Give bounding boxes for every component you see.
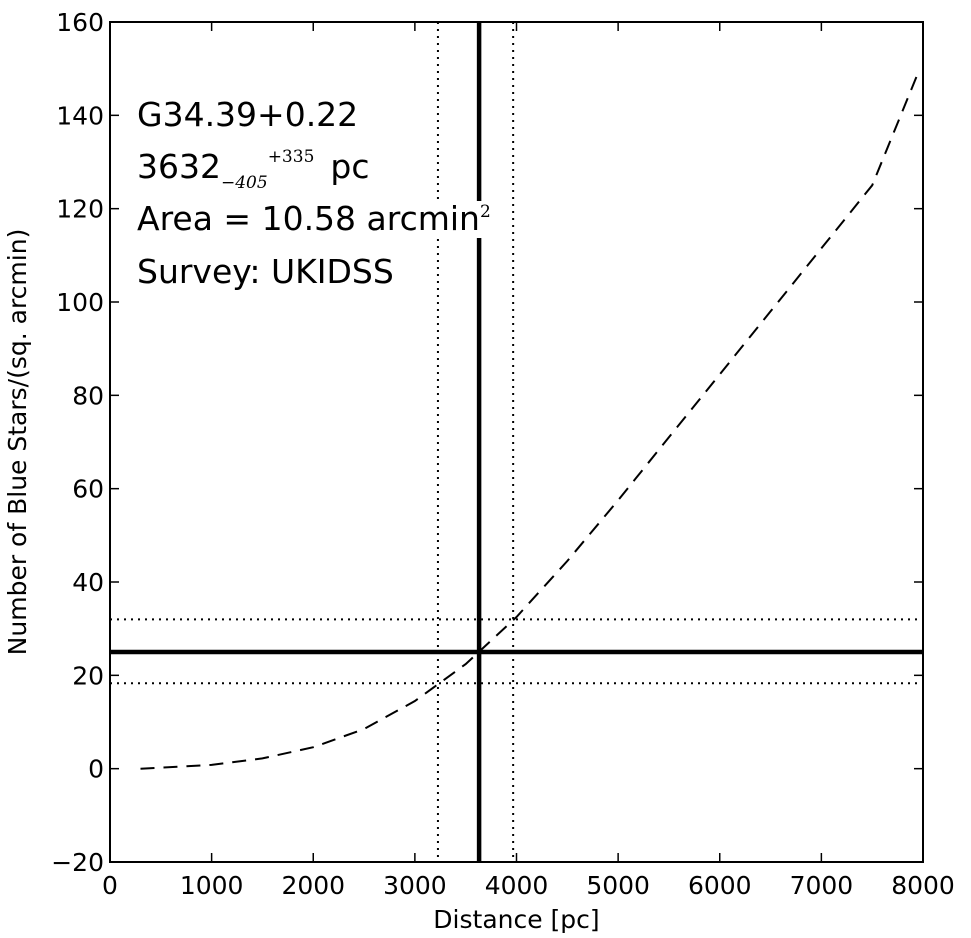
ticks-layer: 0 1000 2000 3000 4000 5000 6000 7000 8000−200204… [51, 8, 955, 900]
distance-value: 3632 [137, 147, 221, 186]
y-axis-label: Number of Blue Stars/(sq. arcmin) [3, 229, 32, 656]
annotation-background [135, 149, 372, 193]
y-tick-label: 60 [72, 475, 104, 504]
distance-lower-error: −405 [221, 173, 268, 193]
plot-layer [110, 22, 923, 862]
distance-annotation: 3632−405+335 pc [137, 147, 369, 193]
plot-frame [109, 21, 924, 863]
area-text: Area = 10.58 arcmin [137, 199, 480, 238]
y-tick-label: 0 [88, 755, 104, 784]
x-tick-label: 0 [102, 871, 118, 900]
y-tick-label: 100 [56, 288, 104, 317]
y-tick-label: 120 [56, 195, 104, 224]
series-line-0 [140, 72, 919, 770]
annotation-background [135, 97, 361, 134]
y-tick-label: −20 [51, 848, 104, 877]
annotation-block: G34.39+0.22 3632−405+335 pc Area = 10.58 … [135, 95, 493, 291]
area-exponent: 2 [480, 202, 491, 222]
survey-annotation: Survey: UKIDSS [137, 252, 394, 291]
x-tick-label: 3000 [383, 871, 447, 900]
x-tick-label: 1000 [180, 871, 244, 900]
x-tick-label: 7000 [790, 871, 854, 900]
x-tick-label: 4000 [485, 871, 549, 900]
y-tick-label: 80 [72, 381, 104, 410]
field-name-annotation: G34.39+0.22 [137, 95, 358, 134]
annotation-background [135, 254, 396, 291]
y-tick-label: 40 [72, 568, 104, 597]
y-tick-label: 140 [56, 101, 104, 130]
x-tick-label: 8000 [891, 871, 955, 900]
x-tick-label: 2000 [281, 871, 345, 900]
x-tick-label: 5000 [586, 871, 650, 900]
x-tick-label: 6000 [688, 871, 752, 900]
distance-unit: pc [330, 147, 369, 186]
area-annotation: Area = 10.58 arcmin2 [137, 199, 491, 238]
y-tick-label: 20 [72, 661, 104, 690]
distance-upper-error: +335 [268, 147, 315, 167]
x-axis-label: Distance [pc] [433, 905, 599, 934]
y-tick-label: 160 [56, 8, 104, 37]
annotation-background [135, 201, 493, 238]
